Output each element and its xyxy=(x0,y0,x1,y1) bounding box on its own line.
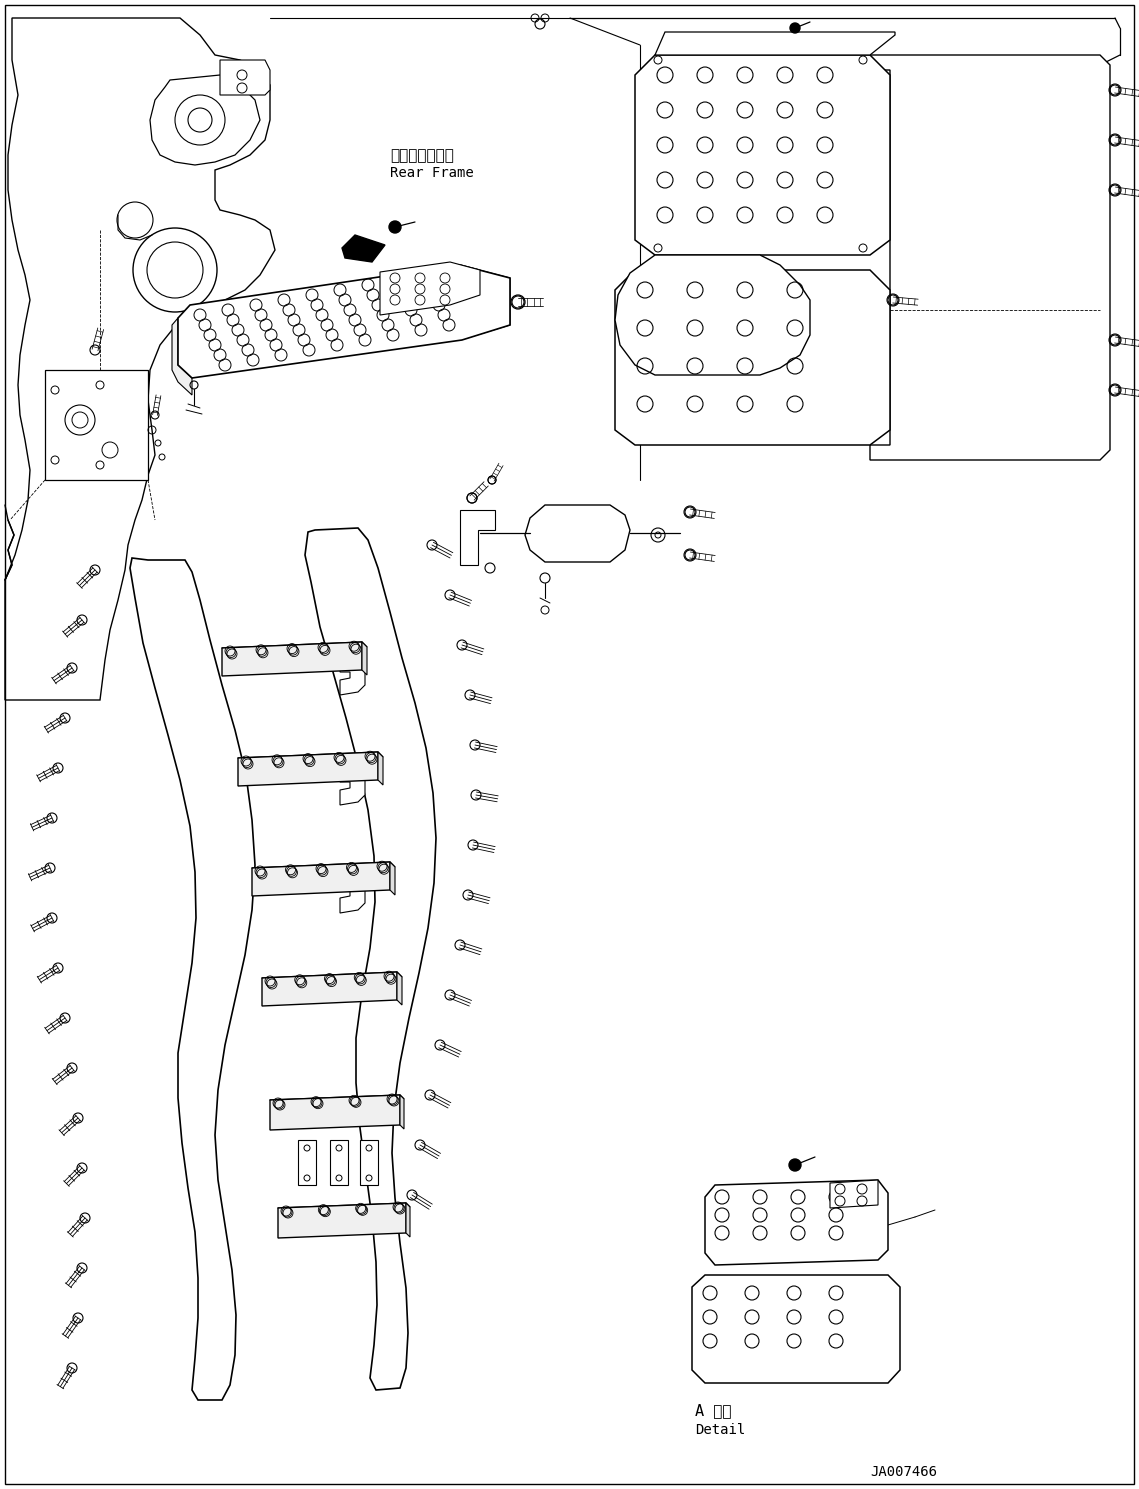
Circle shape xyxy=(790,22,800,33)
Polygon shape xyxy=(270,1094,404,1103)
Polygon shape xyxy=(5,18,274,700)
Polygon shape xyxy=(341,657,364,695)
Polygon shape xyxy=(298,1141,316,1185)
Polygon shape xyxy=(380,262,480,316)
Polygon shape xyxy=(525,505,630,561)
Polygon shape xyxy=(252,862,395,873)
Polygon shape xyxy=(693,1275,900,1383)
Polygon shape xyxy=(252,862,390,896)
Polygon shape xyxy=(220,60,270,95)
Text: Detail: Detail xyxy=(695,1423,745,1437)
Polygon shape xyxy=(222,642,362,676)
Polygon shape xyxy=(238,752,383,762)
Polygon shape xyxy=(636,55,890,255)
Polygon shape xyxy=(655,31,895,55)
Polygon shape xyxy=(870,55,1111,460)
Polygon shape xyxy=(130,558,255,1400)
Text: JA007466: JA007466 xyxy=(870,1465,937,1479)
Polygon shape xyxy=(400,1094,404,1129)
Polygon shape xyxy=(305,529,436,1391)
Polygon shape xyxy=(262,972,398,1007)
Text: A 詳細: A 詳細 xyxy=(695,1403,731,1418)
Polygon shape xyxy=(278,1203,410,1212)
Polygon shape xyxy=(270,1094,400,1130)
Circle shape xyxy=(655,532,661,538)
Polygon shape xyxy=(390,862,395,895)
Circle shape xyxy=(789,1158,801,1170)
Polygon shape xyxy=(178,265,510,378)
Polygon shape xyxy=(362,642,367,675)
Polygon shape xyxy=(398,972,402,1005)
Polygon shape xyxy=(238,752,378,786)
Polygon shape xyxy=(342,235,385,262)
Polygon shape xyxy=(460,511,495,564)
Polygon shape xyxy=(360,1141,378,1185)
Polygon shape xyxy=(615,255,810,375)
Polygon shape xyxy=(615,270,890,445)
Text: Rear Frame: Rear Frame xyxy=(390,165,474,180)
Polygon shape xyxy=(278,1203,405,1237)
Polygon shape xyxy=(705,1179,888,1266)
Polygon shape xyxy=(405,1203,410,1237)
Polygon shape xyxy=(150,74,260,165)
Circle shape xyxy=(390,220,401,232)
Polygon shape xyxy=(330,1141,349,1185)
Polygon shape xyxy=(46,369,148,479)
Polygon shape xyxy=(378,752,383,785)
Polygon shape xyxy=(222,642,367,654)
Polygon shape xyxy=(341,876,364,913)
Text: リヤーフレーム: リヤーフレーム xyxy=(390,147,453,162)
Polygon shape xyxy=(341,767,364,806)
Polygon shape xyxy=(172,319,192,395)
Polygon shape xyxy=(262,972,402,983)
Polygon shape xyxy=(830,1179,878,1208)
Polygon shape xyxy=(460,265,510,339)
